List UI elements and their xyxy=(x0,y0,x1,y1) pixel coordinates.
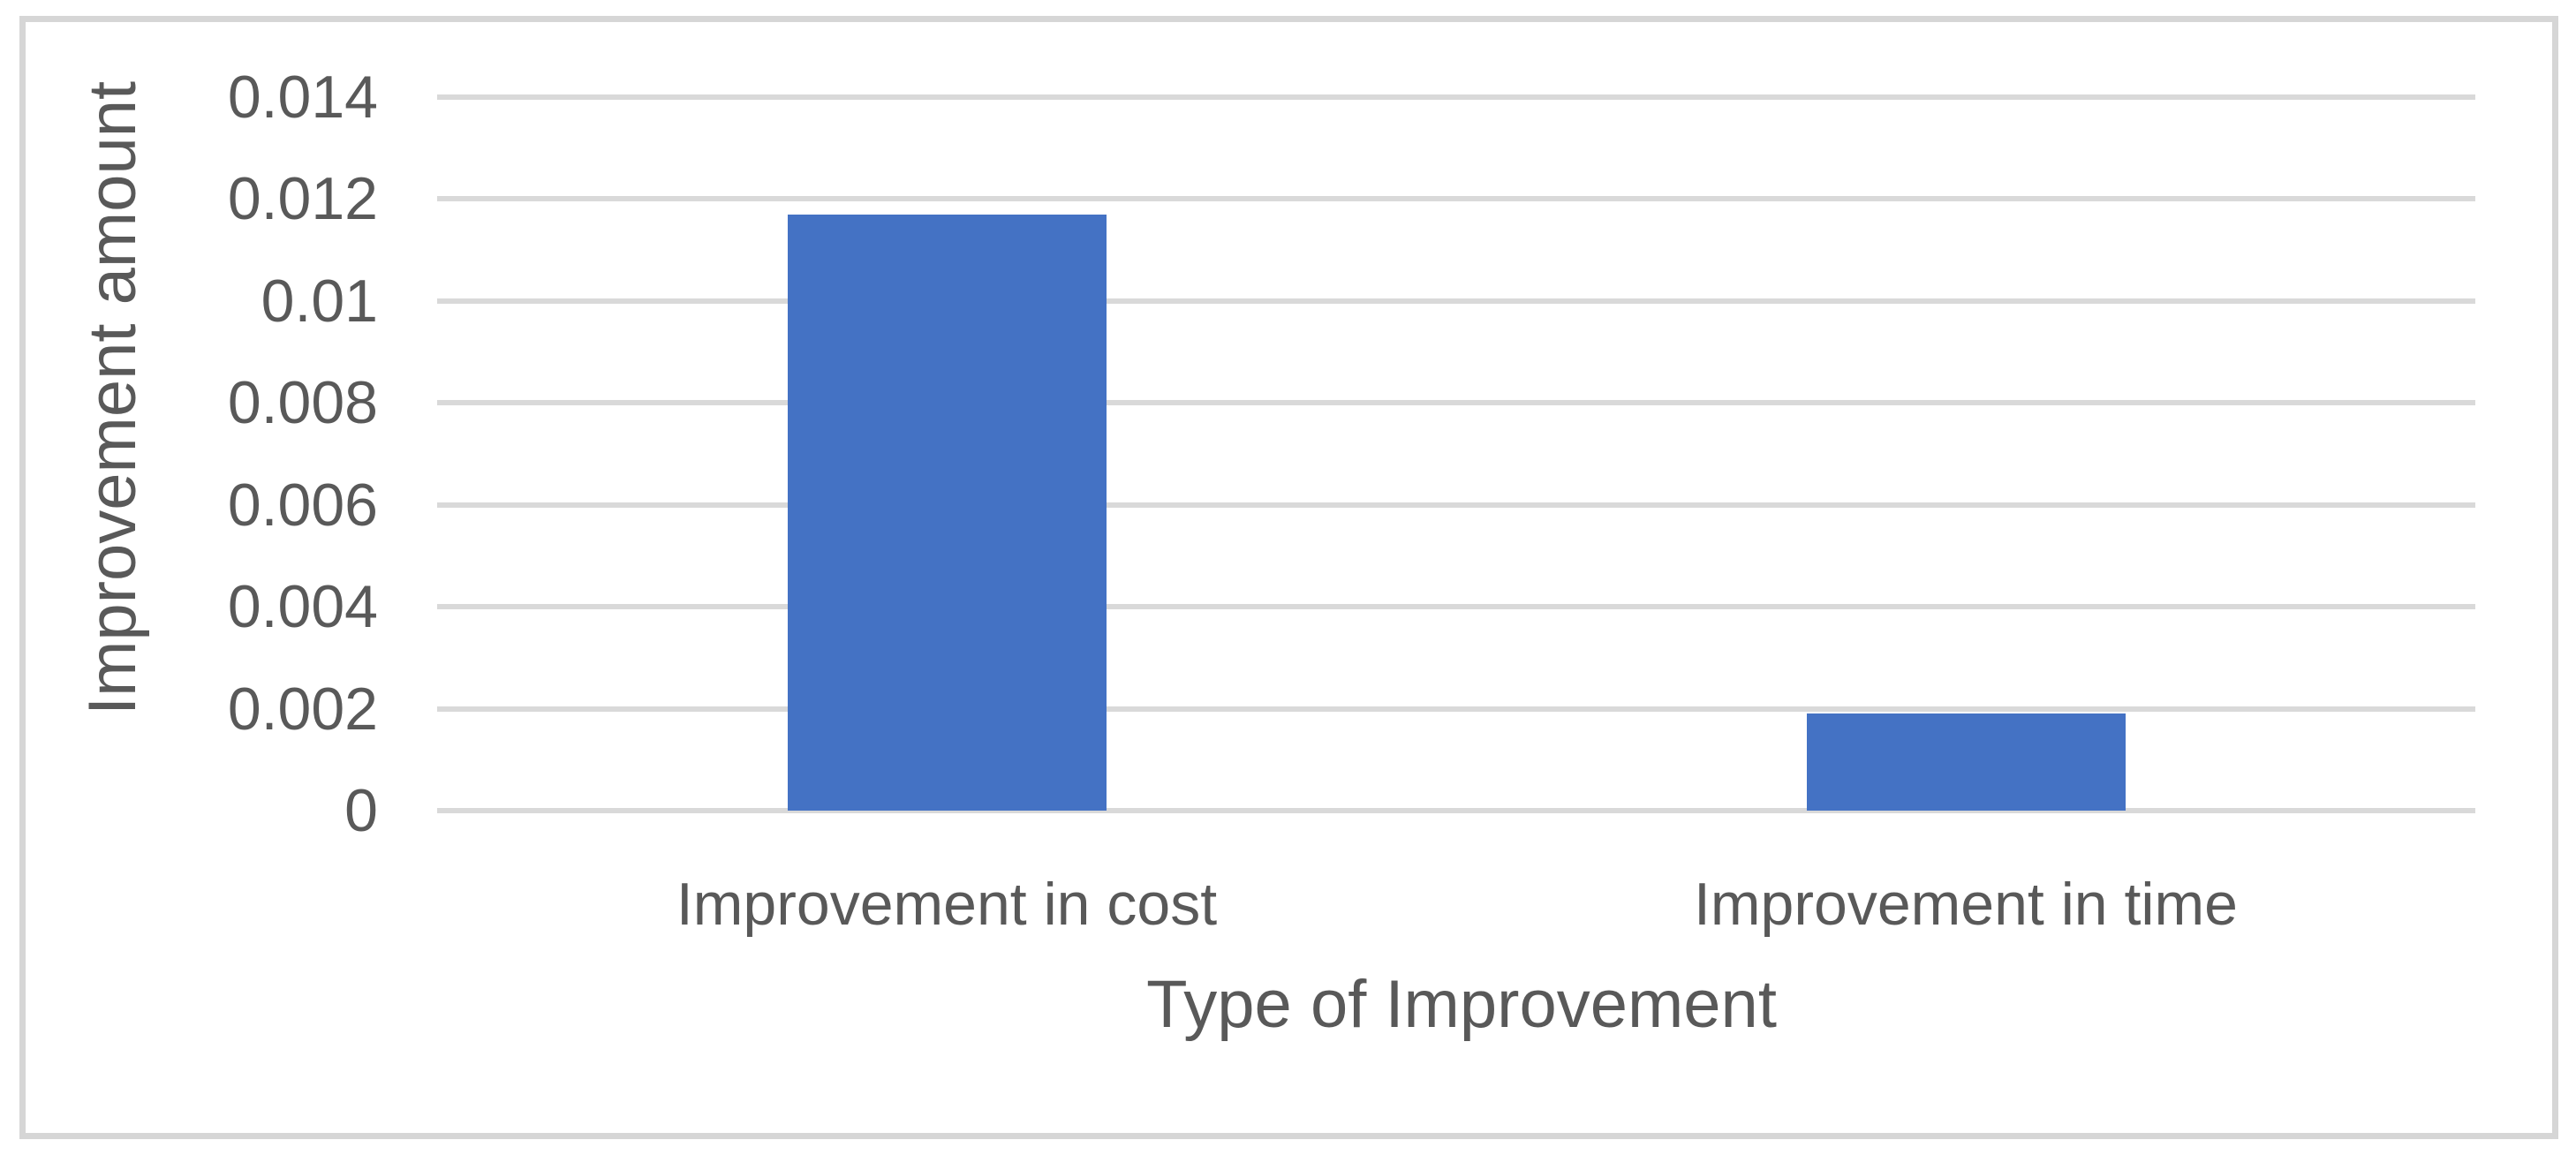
gridline-0.008 xyxy=(437,400,2475,405)
y-tick-label-0.01: 0.01 xyxy=(261,268,378,335)
y-tick-label-0.004: 0.004 xyxy=(227,573,378,640)
gridline-0.006 xyxy=(437,502,2475,508)
gridline-0.002 xyxy=(437,706,2475,712)
y-tick-label-0.014: 0.014 xyxy=(227,64,378,131)
y-axis-title: Improvement amount xyxy=(75,80,150,715)
category-label-improvement-in-cost: Improvement in cost xyxy=(676,871,1218,938)
gridline-0.012 xyxy=(437,196,2475,201)
y-tick-label-0.012: 0.012 xyxy=(227,165,378,232)
y-tick-label-0.006: 0.006 xyxy=(227,472,378,539)
chart-outer-border xyxy=(19,16,2558,1139)
y-tick-label-0.008: 0.008 xyxy=(227,369,378,436)
gridline-0 xyxy=(437,808,2475,813)
category-label-improvement-in-time: Improvement in time xyxy=(1694,871,2238,938)
bar-improvement-in-time xyxy=(1807,713,2126,811)
y-tick-label-0: 0 xyxy=(344,777,378,844)
gridline-0.004 xyxy=(437,604,2475,609)
gridline-0.01 xyxy=(437,298,2475,304)
y-tick-label-0.002: 0.002 xyxy=(227,676,378,743)
x-axis-title: Type of Improvement xyxy=(1146,967,1777,1042)
bar-improvement-in-cost xyxy=(788,215,1107,811)
gridline-0.014 xyxy=(437,94,2475,100)
